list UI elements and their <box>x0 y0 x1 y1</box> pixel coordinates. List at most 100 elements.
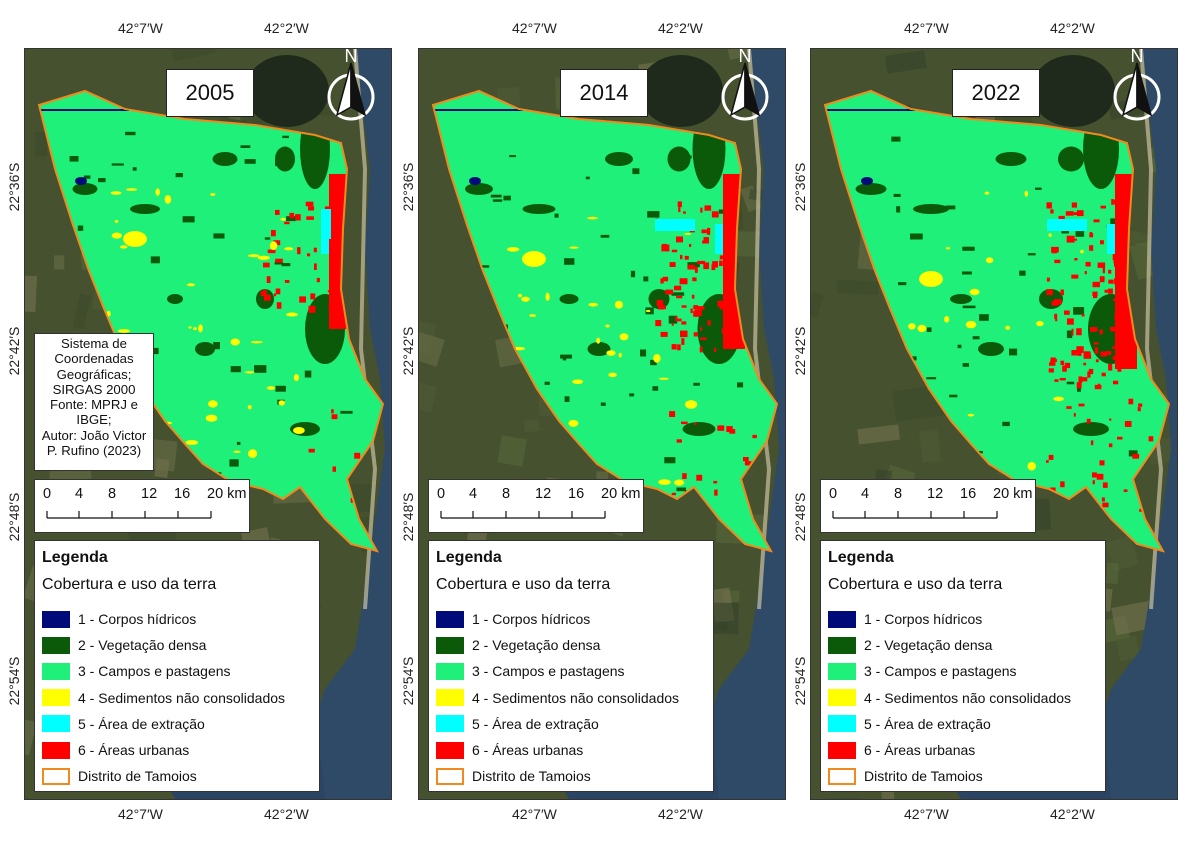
class-areas-urbanas <box>1092 281 1100 288</box>
class-areas-urbanas <box>316 277 320 283</box>
class-areas-urbanas <box>714 347 717 352</box>
class-areas-urbanas <box>1077 351 1082 356</box>
scale-label: 0 <box>829 486 838 502</box>
class-vegetacao-densa <box>476 265 490 268</box>
class-sedimentos <box>284 247 294 251</box>
class-vegetacao-densa <box>962 363 969 367</box>
legend-item: Distrito de Tamoios <box>42 766 197 786</box>
class-sedimentos <box>568 419 579 427</box>
class-areas-urbanas <box>714 489 718 496</box>
class-areas-urbanas <box>1120 282 1124 286</box>
class-vegetacao-densa <box>274 261 283 265</box>
class-areas-urbanas <box>1093 294 1098 299</box>
class-areas-urbanas <box>674 285 682 291</box>
class-areas-urbanas <box>267 249 276 254</box>
class-sedimentos <box>1027 461 1036 471</box>
class-sedimentos <box>646 309 651 313</box>
longitude-label: 42°7′W <box>512 20 557 36</box>
class-areas-urbanas <box>729 429 736 434</box>
class-areas-urbanas <box>1108 269 1112 274</box>
class-areas-urbanas <box>697 260 706 265</box>
class-areas-urbanas <box>677 201 682 208</box>
class-areas-urbanas <box>333 260 336 264</box>
class-areas-urbanas <box>1059 378 1066 381</box>
scale-label: 20 km <box>601 486 641 502</box>
legend-label: Distrito de Tamoios <box>472 768 591 785</box>
class-areas-urbanas <box>308 206 315 211</box>
class-areas-urbanas <box>1087 371 1091 378</box>
class-areas-urbanas <box>681 421 688 425</box>
class-areas-urbanas <box>314 263 317 270</box>
class-vegetacao-densa <box>340 410 353 414</box>
class-vegetacao-densa <box>240 145 251 148</box>
class-areas-urbanas <box>694 266 698 273</box>
class-sedimentos <box>233 450 241 453</box>
class-areas-urbanas <box>1101 372 1106 377</box>
legend-item: 4 - Sedimentos não consolidados <box>436 688 679 708</box>
class-areas-urbanas <box>1108 288 1113 294</box>
class-sedimentos <box>985 257 994 264</box>
class-areas-urbanas <box>1114 278 1119 285</box>
class-sedimentos <box>110 191 122 195</box>
north-label: N <box>739 49 752 66</box>
class-campos-pastagens <box>825 91 1169 551</box>
class-vegetacao-densa <box>212 152 238 166</box>
class-areas-urbanas <box>1085 261 1091 267</box>
class-corpos-hidricos <box>75 177 87 185</box>
class-areas-urbanas <box>1046 289 1053 296</box>
legend-swatch <box>42 662 70 680</box>
class-areas-urbanas <box>719 260 723 266</box>
class-vegetacao-densa <box>585 176 590 180</box>
latitude-label: 22°42′S <box>792 326 808 376</box>
class-vegetacao-densa <box>503 195 511 201</box>
class-vegetacao-densa <box>910 233 923 240</box>
class-areas-urbanas <box>690 308 693 314</box>
class-areas-urbanas <box>682 473 687 479</box>
legend: Legenda Cobertura e uso da terra 1 - Corpo… <box>428 540 714 792</box>
class-areas-urbanas <box>721 305 728 308</box>
class-vegetacao-densa <box>282 135 289 139</box>
class-areas-urbanas <box>1067 318 1074 325</box>
class-sedimentos <box>188 326 192 329</box>
class-areas-urbanas <box>691 294 695 299</box>
class-sedimentos <box>568 246 579 249</box>
class-sedimentos <box>1080 249 1084 254</box>
scale-label: 4 <box>75 486 84 502</box>
class-areas-urbanas <box>676 236 683 243</box>
class-vegetacao-densa <box>465 183 493 195</box>
class-vegetacao-densa <box>1073 307 1085 315</box>
legend-swatch <box>436 689 464 707</box>
class-areas-urbanas <box>727 222 732 227</box>
class-vegetacao-densa <box>949 394 958 398</box>
north-label: N <box>345 49 358 66</box>
class-areas-urbanas <box>263 289 267 294</box>
class-areas-urbanas <box>275 288 281 295</box>
class-areas-urbanas <box>707 227 711 235</box>
legend-item: 6 - Áreas urbanas <box>436 740 583 760</box>
info-line: SIRGAS 2000 <box>52 381 136 397</box>
map-panel-2022: 2022 N 0 4 8 12 16 20 km Legenda Cobertura e uso … <box>810 48 1178 800</box>
class-areas-urbanas <box>1054 379 1059 382</box>
legend-item: 1 - Corpos hídricos <box>436 609 590 629</box>
longitude-label: 42°7′W <box>118 20 163 36</box>
class-areas-urbanas <box>305 201 314 207</box>
class-vegetacao-densa <box>891 136 901 142</box>
class-areas-urbanas <box>656 299 664 306</box>
class-areas-urbanas <box>704 205 712 211</box>
class-vegetacao-densa <box>913 204 949 214</box>
land-cover-layer <box>39 91 383 551</box>
class-areas-urbanas <box>1092 472 1097 478</box>
class-areas-urbanas <box>1123 489 1128 492</box>
class-campos-pastagens <box>433 91 777 551</box>
class-areas-urbanas <box>1117 368 1122 372</box>
legend-swatch <box>42 715 70 733</box>
info-line: Geográficas; <box>56 366 132 382</box>
coastline <box>353 49 378 610</box>
class-areas-urbanas <box>1079 377 1088 382</box>
class-sedimentos <box>111 232 122 239</box>
class-areas-urbanas <box>693 305 698 310</box>
legend-label: 4 - Sedimentos não consolidados <box>472 689 680 706</box>
class-sedimentos <box>944 316 950 323</box>
class-vegetacao-densa <box>182 216 195 223</box>
legend-swatch <box>42 610 70 628</box>
